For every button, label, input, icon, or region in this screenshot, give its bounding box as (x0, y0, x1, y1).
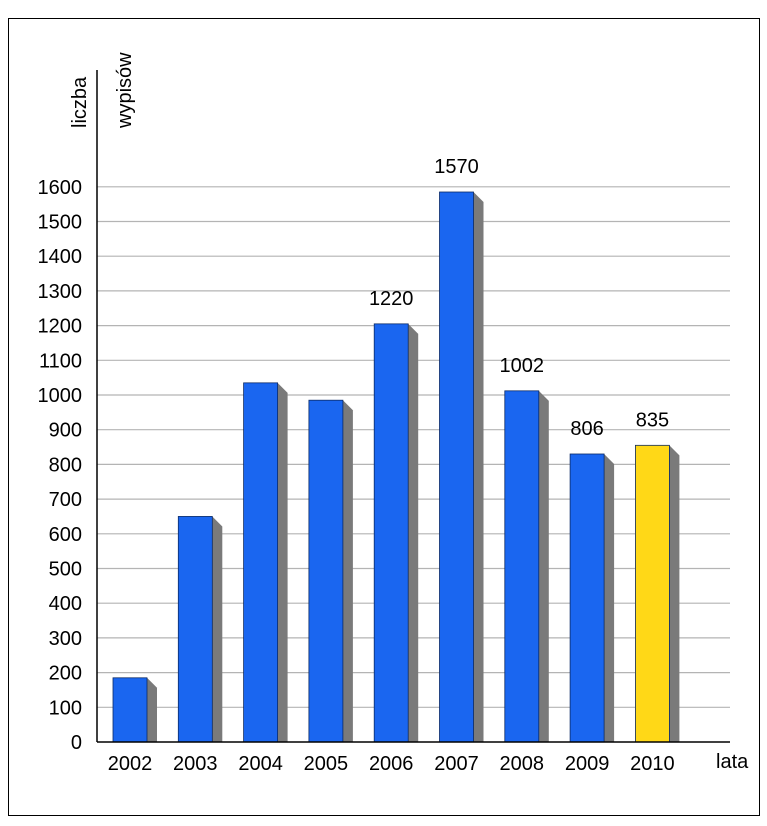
bar-2008 (504, 390, 540, 743)
bar-2007 (439, 191, 474, 743)
data-labels: 1220 1570 1002 806 835 (369, 156, 669, 440)
y-axis-label-line2: wypisów (114, 52, 136, 129)
y-tick-label: 1600 (38, 177, 83, 199)
x-tick-label: 2002 (108, 753, 153, 775)
data-label: 835 (636, 409, 669, 431)
y-tick-label: 900 (49, 420, 82, 442)
bar-shadow (147, 677, 157, 742)
y-tick-label: 1300 (38, 281, 83, 303)
y-tick-label: 200 (49, 663, 82, 685)
bar-shadow (604, 453, 615, 742)
chart-frame (8, 18, 760, 816)
y-axis-label-line1: liczba (69, 76, 91, 128)
y-tick-label: 700 (49, 489, 82, 511)
bar-2006 (373, 323, 409, 743)
x-axis-label: lata (716, 751, 749, 773)
bar-2003 (177, 516, 213, 743)
x-tick-label: 2006 (369, 753, 414, 775)
bar-shadow (212, 516, 223, 742)
bar-2009 (569, 453, 605, 743)
y-tick-label: 800 (49, 454, 82, 476)
x-tick-label: 2009 (565, 753, 610, 775)
bar-shadow (473, 192, 484, 742)
x-tick-label: 2004 (238, 753, 283, 775)
x-tick-label: 2010 (630, 753, 675, 775)
x-tick-labels: 2002 2003 2004 2005 2006 2007 2008 2009 2010 (108, 753, 675, 775)
y-tick-label: 1000 (38, 385, 83, 407)
y-tick-label: 500 (49, 559, 82, 581)
x-tick-label: 2007 (434, 753, 479, 775)
y-tick-label: 400 (49, 593, 82, 615)
bar-2002 (112, 677, 148, 743)
y-tick-label: 0 (71, 732, 82, 754)
x-tick-label: 2003 (173, 753, 218, 775)
bar-2005 (308, 399, 344, 743)
bar-2004 (243, 382, 279, 743)
y-tick-label: 1500 (38, 212, 83, 234)
bar-shadow (342, 400, 353, 742)
bar-shadow (277, 382, 288, 742)
y-tick-label: 1100 (39, 350, 82, 372)
x-tick-label: 2005 (304, 753, 349, 775)
y-tick-label: 600 (49, 524, 82, 546)
y-tick-label: 1400 (38, 246, 83, 268)
y-tick-label: 300 (49, 628, 82, 650)
bars (112, 191, 670, 743)
bar-shadows (147, 192, 680, 742)
y-tick-label: 1200 (38, 316, 83, 338)
y-tick-label: 100 (49, 697, 82, 719)
bar-2010 (635, 444, 670, 743)
data-label: 1570 (434, 156, 479, 178)
data-label: 1002 (500, 355, 545, 377)
bar-shadow (669, 445, 680, 742)
data-label: 806 (570, 418, 603, 440)
x-tick-label: 2008 (500, 753, 545, 775)
y-tick-labels: 0 100 200 300 400 500 600 700 800 900 1000 1100 1200… (38, 177, 83, 754)
data-label: 1220 (369, 288, 414, 310)
bar-shadow (408, 323, 419, 742)
bar-shadow (538, 390, 549, 742)
